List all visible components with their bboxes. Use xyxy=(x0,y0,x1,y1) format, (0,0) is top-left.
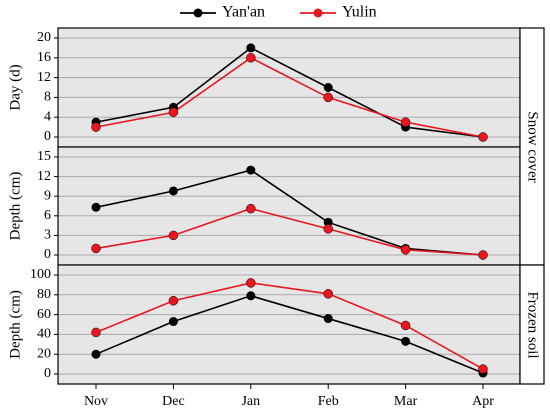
data-point-yulin xyxy=(168,107,179,117)
side-label-frozen-soil: Frozen soil xyxy=(525,291,541,358)
panel-0: 0 4 8 12 16 20 Day (d) xyxy=(7,27,521,148)
y-tick-label: 20 xyxy=(37,346,51,361)
legend-marker xyxy=(313,8,323,18)
y-tick-label: 80 xyxy=(37,287,51,302)
data-point-yulin xyxy=(91,122,101,132)
legend-marker xyxy=(193,8,203,18)
series-line-yulin xyxy=(95,56,484,138)
panel-background xyxy=(58,265,520,384)
data-point-yanan xyxy=(91,349,101,359)
data-point-yulin xyxy=(400,320,411,331)
y-axis-label: Depth (cm) xyxy=(7,290,23,359)
data-point-yulin xyxy=(478,364,488,374)
y-tick-label: 0 xyxy=(44,247,51,262)
data-point-yanan xyxy=(323,217,333,227)
data-point-yulin xyxy=(168,295,179,306)
series-line-yulin xyxy=(95,207,484,256)
panel-1: 0 3 6 9 12 15 Depth (cm) xyxy=(7,146,521,266)
data-point-yanan xyxy=(323,314,333,324)
legend-label: Yan'an xyxy=(222,4,265,21)
data-point-yanan xyxy=(246,291,256,301)
data-point-yanan xyxy=(168,317,178,327)
x-tick-label: Jan xyxy=(241,394,260,409)
y-tick-label: 60 xyxy=(37,307,51,322)
y-axis-label: Depth (cm) xyxy=(7,172,23,241)
side-label-snow-cover: Snow cover xyxy=(525,111,541,182)
data-point-yulin xyxy=(246,53,256,63)
data-point-yanan xyxy=(323,83,333,92)
y-tick-label: 6 xyxy=(44,208,51,223)
x-tick-label: Feb xyxy=(318,394,339,409)
y-tick-label: 40 xyxy=(37,327,51,342)
data-point-yulin xyxy=(168,230,179,241)
y-tick-label: 3 xyxy=(44,228,51,243)
data-point-yulin xyxy=(323,92,333,103)
data-point-yulin xyxy=(91,327,101,338)
data-point-yanan xyxy=(246,165,256,175)
y-tick-label: 0 xyxy=(44,129,51,144)
panel-background xyxy=(58,28,520,147)
data-point-yanan xyxy=(91,202,101,212)
series-line-yanan xyxy=(95,169,484,256)
x-tick-label: Dec xyxy=(162,394,185,409)
series-line-yanan xyxy=(95,46,484,138)
y-tick-label: 20 xyxy=(37,30,51,45)
data-point-yanan xyxy=(168,186,178,196)
data-point-yulin xyxy=(400,245,411,255)
panel-2: 0 20 40 60 80 100 Depth (cm) xyxy=(7,264,521,385)
series-line-yulin xyxy=(95,282,484,370)
data-point-yanan xyxy=(401,336,411,346)
data-point-yulin xyxy=(400,117,411,127)
data-point-yulin xyxy=(246,203,256,214)
data-point-yulin xyxy=(323,224,333,234)
y-tick-label: 15 xyxy=(37,149,51,164)
y-tick-label: 12 xyxy=(37,70,51,85)
side-strip-snow xyxy=(519,27,545,266)
data-point-yanan xyxy=(246,43,256,53)
legend-label: Yulin xyxy=(342,4,377,21)
side-strip-frozen xyxy=(519,264,545,385)
y-tick-label: 100 xyxy=(30,267,51,282)
x-tick-label: Mar xyxy=(394,394,418,409)
data-point-yulin xyxy=(246,278,256,288)
x-tick-label: Apr xyxy=(472,394,494,409)
y-tick-label: 9 xyxy=(44,188,51,203)
y-tick-label: 16 xyxy=(37,50,51,65)
data-point-yulin xyxy=(323,289,333,299)
y-tick-label: 4 xyxy=(44,109,51,124)
legend: Yan'an Yulin xyxy=(180,4,377,21)
data-point-yulin xyxy=(91,243,101,254)
y-tick-label: 12 xyxy=(37,169,51,184)
y-axis-label: Day (d) xyxy=(7,64,23,110)
panel-background xyxy=(58,147,520,265)
y-tick-label: 8 xyxy=(44,90,51,105)
y-tick-label: 0 xyxy=(44,366,51,381)
data-point-yulin xyxy=(478,250,488,260)
panels: 0 4 8 12 16 20 Day (d) 0 3 6 9 12 15 Depth (cm) 0 20 40 6… xyxy=(7,27,521,385)
x-axis: Nov Dec Jan Feb Mar Apr xyxy=(84,384,494,409)
side-labels: Snow cover Frozen soil xyxy=(525,111,541,358)
series-line-yanan xyxy=(95,294,484,374)
x-tick-label: Nov xyxy=(84,394,108,409)
data-point-yulin xyxy=(478,132,488,142)
